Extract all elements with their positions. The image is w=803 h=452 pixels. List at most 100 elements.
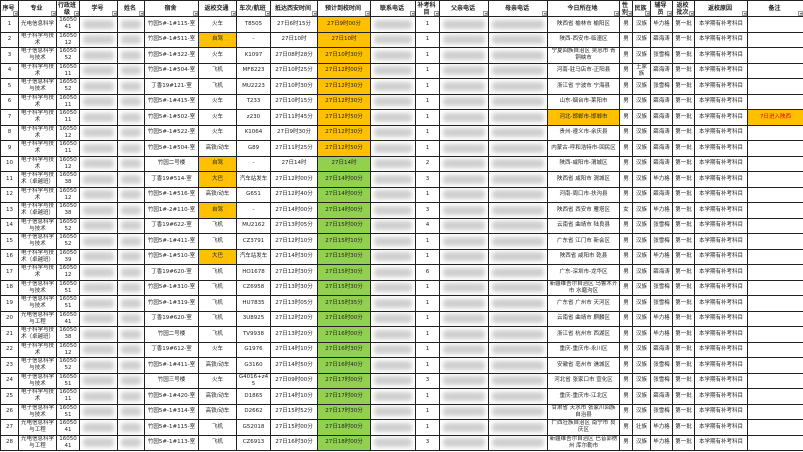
cell-no[interactable]: 9 (0, 140, 19, 157)
cell-location[interactable]: 内蒙古-呼和浩特市-回民区 (547, 140, 620, 157)
cell-student-id[interactable] (79, 186, 118, 203)
filter-dropdown-icon[interactable] (627, 11, 632, 16)
filter-dropdown-icon[interactable] (112, 11, 117, 16)
cell-counselor[interactable]: 毕力格 (650, 202, 673, 219)
cell-father-phone[interactable] (439, 109, 489, 126)
cell-batch[interactable]: 第一批 (672, 171, 695, 188)
cell-dorm[interactable]: 丁香19#620-室 (144, 264, 199, 281)
cell-exam-count[interactable]: 1 (415, 31, 440, 48)
cell-no[interactable]: 23 (0, 357, 19, 374)
cell-phone[interactable] (370, 233, 416, 250)
cell-name[interactable] (117, 171, 145, 188)
cell-father-phone[interactable] (439, 341, 489, 358)
cell-reason[interactable]: 本学期有补考科目 (694, 186, 748, 203)
cell-train-flight[interactable]: MF8223 (236, 62, 271, 79)
cell-ethnicity[interactable]: 汉族 (632, 155, 651, 172)
cell-dorm[interactable]: 竹园5#-1#411-室 (144, 357, 199, 374)
cell-note[interactable] (747, 388, 803, 405)
cell-name[interactable] (117, 341, 145, 358)
cell-student-id[interactable] (79, 62, 118, 79)
cell-transport[interactable]: 大巴 (198, 248, 237, 265)
cell-phone[interactable] (370, 310, 416, 327)
cell-phone[interactable] (370, 16, 416, 33)
cell-counselor[interactable]: 薛海涛 (650, 264, 673, 281)
cell-exam-count[interactable]: 3 (415, 171, 440, 188)
cell-location[interactable]: 陕西省 榆林市 榆阳区 (547, 16, 620, 33)
cell-batch[interactable]: 第一批 (672, 279, 695, 296)
cell-expected-arrival[interactable]: 27日15时30分 (317, 279, 371, 296)
cell-counselor[interactable]: 毕力格 (650, 434, 673, 451)
cell-phone[interactable] (370, 31, 416, 48)
cell-student-id[interactable] (79, 419, 118, 436)
cell-mother-phone[interactable] (488, 124, 548, 141)
cell-expected-arrival[interactable]: 27日14时00分 (317, 186, 371, 203)
cell-phone[interactable] (370, 434, 416, 451)
cell-father-phone[interactable] (439, 140, 489, 157)
cell-arrive-xian[interactable]: 27日12时30分 (270, 264, 318, 281)
cell-ethnicity[interactable]: 汉族 (632, 171, 651, 188)
cell-train-flight[interactable]: G3160 (236, 357, 271, 374)
cell-arrive-xian[interactable]: 27日14时30分 (270, 248, 318, 265)
cell-counselor[interactable]: 薛海涛 (650, 341, 673, 358)
cell-note[interactable] (747, 31, 803, 48)
cell-counselor[interactable]: 薛海涛 (650, 155, 673, 172)
cell-no[interactable]: 21 (0, 326, 19, 343)
cell-note[interactable] (747, 295, 803, 312)
filter-dropdown-icon[interactable] (542, 11, 547, 16)
cell-gender[interactable]: 男 (619, 78, 633, 95)
cell-expected-arrival[interactable]: 27日15时35分 (317, 295, 371, 312)
cell-major[interactable]: 电子科学与技术 (18, 124, 57, 141)
cell-student-id[interactable] (79, 388, 118, 405)
cell-major[interactable]: 电子科学与技术 (18, 62, 57, 79)
cell-student-id[interactable] (79, 326, 118, 343)
cell-class[interactable]: 1605052 (56, 78, 80, 95)
cell-major[interactable]: 电子科学与技术（卓越班） (18, 326, 57, 343)
cell-ethnicity[interactable]: 汉族 (632, 279, 651, 296)
cell-phone[interactable] (370, 279, 416, 296)
cell-location[interactable]: 甘肃省 天水市 张家川回族自治县 (547, 403, 620, 420)
cell-transport[interactable]: 火车 (198, 341, 237, 358)
cell-father-phone[interactable] (439, 326, 489, 343)
cell-no[interactable]: 27 (0, 419, 19, 436)
cell-mother-phone[interactable] (488, 202, 548, 219)
cell-father-phone[interactable] (439, 388, 489, 405)
cell-expected-arrival[interactable]: 27日12时30分 (317, 78, 371, 95)
cell-train-flight[interactable]: D1865 (236, 388, 271, 405)
cell-student-id[interactable] (79, 78, 118, 95)
cell-no[interactable]: 3 (0, 47, 19, 64)
cell-batch[interactable]: 第一批 (672, 202, 695, 219)
cell-mother-phone[interactable] (488, 434, 548, 451)
cell-no[interactable]: 6 (0, 93, 19, 110)
cell-transport[interactable]: 飞机 (198, 264, 237, 281)
cell-name[interactable] (117, 434, 145, 451)
cell-arrive-xian[interactable]: 27日12时10分 (270, 233, 318, 250)
cell-father-phone[interactable] (439, 93, 489, 110)
filter-dropdown-icon[interactable] (231, 11, 236, 16)
cell-dorm[interactable]: 竹园5#-1#322-室 (144, 47, 199, 64)
cell-mother-phone[interactable] (488, 93, 548, 110)
cell-expected-arrival[interactable]: 27日15时10分 (317, 233, 371, 250)
cell-no[interactable]: 25 (0, 388, 19, 405)
cell-ethnicity[interactable]: 汉族 (632, 264, 651, 281)
cell-arrive-xian[interactable]: 27日13时20分 (270, 326, 318, 343)
cell-no[interactable]: 2 (0, 31, 19, 48)
cell-dorm[interactable]: 丁香19#121-室 (144, 78, 199, 95)
cell-train-flight[interactable]: G651 (236, 186, 271, 203)
cell-expected-arrival[interactable]: 27日9时00分 (317, 16, 371, 33)
cell-phone[interactable] (370, 295, 416, 312)
cell-arrive-xian[interactable]: 27日14时10分 (270, 388, 318, 405)
cell-counselor[interactable]: 张雪梅 (650, 233, 673, 250)
cell-father-phone[interactable] (439, 217, 489, 234)
cell-name[interactable] (117, 372, 145, 389)
cell-transport[interactable]: 火车 (198, 109, 237, 126)
cell-name[interactable] (117, 155, 145, 172)
cell-transport[interactable]: 火车 (198, 93, 237, 110)
cell-arrive-xian[interactable]: 27日10时25分 (270, 62, 318, 79)
cell-transport[interactable]: 自驾 (198, 202, 237, 219)
cell-note[interactable] (747, 248, 803, 265)
cell-batch[interactable]: 第一批 (672, 155, 695, 172)
cell-arrive-xian[interactable]: 27日9时30分 (270, 124, 318, 141)
cell-location[interactable]: 河南-驻马店市-正阳县 (547, 62, 620, 79)
cell-arrive-xian[interactable]: 27日11时45分 (270, 109, 318, 126)
cell-reason[interactable]: 本学期有补考科目 (694, 233, 748, 250)
